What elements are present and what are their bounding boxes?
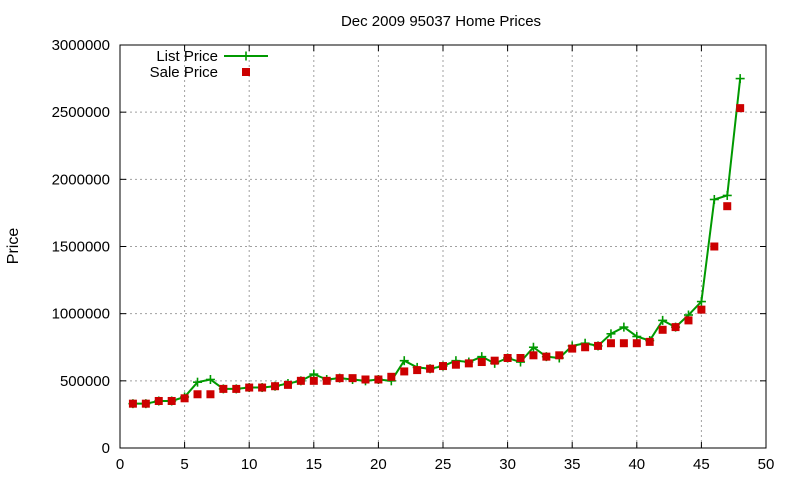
x-tick-label: 5 — [180, 456, 188, 473]
sale-price-point — [594, 341, 603, 350]
sale-price-point — [258, 383, 267, 392]
grid-lines — [120, 45, 766, 448]
sale-price-point — [490, 356, 499, 365]
sale-price-point — [542, 352, 551, 361]
y-tick-label: 2500000 — [52, 104, 110, 121]
list-price-point — [658, 315, 668, 325]
sale-price-point — [581, 343, 590, 352]
sale-price-point — [477, 358, 486, 367]
x-tick-label: 15 — [305, 456, 322, 473]
sale-price-point — [335, 374, 344, 383]
y-tick-label: 1000000 — [52, 306, 110, 323]
x-tick-label: 10 — [241, 456, 258, 473]
sale-price-point — [180, 394, 189, 403]
x-tick-label: 20 — [370, 456, 387, 473]
sale-price-point — [697, 305, 706, 314]
axes: 0 5 10 15 20 25 30 35 40 45 50 0 500000 1000000 150000… — [52, 37, 775, 473]
sale-price-point — [619, 339, 628, 348]
list-price-point — [619, 322, 629, 332]
sale-price-point — [361, 375, 370, 384]
y-axis-label: Price — [5, 228, 22, 265]
sale-price-legend-label: Sale Price — [150, 64, 218, 81]
sale-price-point — [232, 384, 241, 393]
sale-price-point — [426, 364, 435, 373]
sale-price-point — [632, 339, 641, 348]
list-price-point — [399, 356, 409, 366]
sale-price-point — [439, 362, 447, 371]
x-tick-label: 25 — [435, 456, 452, 473]
list-price-point — [709, 194, 719, 204]
sale-price-point — [503, 353, 512, 362]
sale-price-point — [154, 396, 163, 405]
x-tick-label: 35 — [564, 456, 581, 473]
sale-price-point — [606, 339, 615, 348]
sale-price-point — [128, 399, 137, 408]
sale-price-point — [451, 360, 460, 369]
x-tick-label: 45 — [693, 456, 710, 473]
x-tick-label: 0 — [116, 456, 124, 473]
sale-price-point — [464, 359, 473, 368]
list-price-point — [606, 329, 616, 339]
sale-price-point — [296, 376, 305, 385]
y-tick-label: 3000000 — [52, 37, 110, 54]
sale-price-point — [322, 376, 331, 385]
list-price-legend-marker — [241, 51, 251, 61]
list-price-point — [193, 377, 203, 387]
sale-price-point — [309, 376, 318, 385]
sale-price-point — [245, 383, 254, 392]
y-tick-label: 1500000 — [52, 239, 110, 256]
sale-price-point — [658, 325, 667, 334]
sale-price-point — [219, 384, 228, 393]
sale-price-point — [568, 344, 577, 353]
x-tick-label: 30 — [499, 456, 516, 473]
plot-area — [128, 74, 745, 409]
sale-price-point — [555, 351, 564, 360]
sale-price-point — [374, 375, 383, 384]
sale-price-point — [516, 353, 525, 362]
list-price-point — [735, 74, 745, 84]
chart-title: Dec 2009 95037 Home Prices — [341, 13, 541, 30]
sale-price-point — [723, 202, 732, 211]
x-tick-label: 50 — [758, 456, 775, 473]
sale-price-point — [167, 396, 176, 405]
sale-price-legend-marker — [242, 68, 250, 76]
sale-price-point — [400, 367, 409, 376]
list-price-point — [696, 297, 706, 307]
list-price-legend-label: List Price — [156, 48, 218, 65]
x-tick-label: 40 — [628, 456, 645, 473]
sale-price-point — [283, 380, 292, 389]
sale-price-point — [645, 337, 654, 346]
y-tick-label: 2000000 — [52, 171, 110, 188]
sale-price-point — [141, 399, 150, 408]
y-tick-label: 0 — [102, 440, 110, 457]
sale-price-point — [413, 366, 422, 375]
sale-price-point — [387, 372, 396, 381]
sale-price-point — [529, 351, 538, 360]
sale-price-point — [736, 104, 745, 113]
sale-price-point — [671, 323, 680, 332]
sale-price-point — [348, 374, 357, 383]
list-price-point — [205, 374, 215, 384]
sale-price-point — [710, 242, 719, 251]
y-tick-label: 500000 — [60, 373, 110, 390]
sale-price-point — [206, 390, 215, 399]
sale-price-point — [684, 316, 693, 325]
sale-price-point — [271, 382, 280, 391]
list-price-line — [132, 78, 742, 405]
sale-price-point — [193, 390, 202, 399]
list-price-point — [722, 190, 732, 200]
list-price-point — [528, 342, 538, 352]
